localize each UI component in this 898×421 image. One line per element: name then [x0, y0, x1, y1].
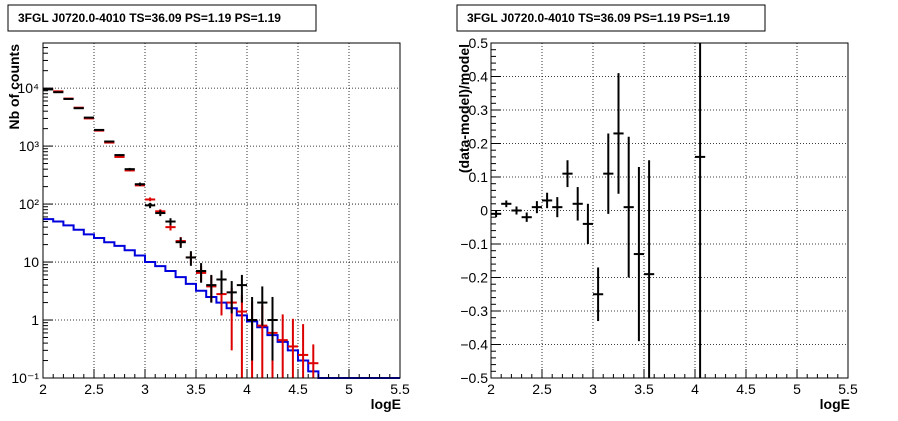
y-tick-label: −0.5 [460, 370, 488, 386]
residuals-panel: 3FGL J0720.0-4010 TS=36.09 PS=1.19 PS=1.… [456, 4, 858, 412]
residuals-ylabel: (data-model)/model [456, 44, 472, 173]
counts-title: 3FGL J0720.0-4010 TS=36.09 PS=1.19 PS=1.… [18, 11, 281, 25]
counts-panel: 3FGL J0720.0-4010 TS=36.09 PS=1.19 PS=1.… [6, 4, 410, 412]
x-tick-label: 5 [345, 381, 353, 397]
y-tick-label: 10 [23, 254, 39, 270]
x-tick-label: 2 [39, 381, 47, 397]
counts-title-box [7, 4, 317, 32]
residuals-axes: 2 2.5 3 3.5 4 4.5 5 5.5 −0.5 −0.4 −0.3 −0.2 −0.1 0 0.1… [460, 35, 858, 397]
y-tick-label: 0.4 [469, 69, 489, 85]
y-tick-label: 0.5 [469, 35, 489, 51]
residuals-series [491, 43, 706, 378]
x-tick-label: 3.5 [634, 381, 654, 397]
x-tick-label: 4 [691, 381, 699, 397]
y-tick-label: 1 [31, 312, 39, 328]
x-tick-label: 2 [487, 381, 495, 397]
y-tick-label: 0.3 [469, 102, 489, 118]
x-tick-label: 3 [589, 381, 597, 397]
x-tick-label: 2.5 [84, 381, 104, 397]
y-tick-label: 0.2 [469, 136, 489, 152]
y-tick-label: −0.2 [460, 270, 488, 286]
x-tick-label: 3 [141, 381, 149, 397]
y-tick-label: 0.1 [469, 169, 489, 185]
y-tick-label: 10⁻¹ [11, 370, 39, 386]
y-tick-label: 10⁴ [17, 80, 39, 96]
y-tick-label: 10³ [19, 138, 40, 154]
residuals-title: 3FGL J0720.0-4010 TS=36.09 PS=1.19 PS=1.… [467, 11, 730, 25]
x-tick-label: 3.5 [186, 381, 206, 397]
counts-plot-frame [42, 42, 401, 379]
residuals-xlabel: logE [820, 396, 850, 412]
x-tick-label: 2.5 [532, 381, 552, 397]
y-tick-label: 10² [19, 196, 40, 212]
y-tick-label: 0 [480, 203, 488, 219]
x-tick-label: 5.5 [838, 381, 858, 397]
data-series [43, 88, 278, 361]
x-tick-label: 5.5 [390, 381, 410, 397]
x-tick-label: 4.5 [288, 381, 308, 397]
counts-ylabel: Nb of counts [6, 44, 22, 130]
counts-grid [43, 43, 400, 378]
x-tick-label: 5 [793, 381, 801, 397]
y-tick-label: −0.1 [460, 236, 488, 252]
counts-xlabel: logE [371, 396, 401, 412]
y-tick-label: −0.3 [460, 303, 488, 319]
x-tick-label: 4 [243, 381, 251, 397]
y-tick-label: −0.4 [460, 337, 488, 353]
residuals-title-box [456, 4, 766, 32]
residuals-grid [491, 43, 848, 378]
counts-axes: 2 2.5 3 3.5 4 4.5 5 5.5 10⁻¹ 1 10 10² 10³ 10⁴ [11, 42, 410, 397]
x-tick-label: 4.5 [736, 381, 756, 397]
